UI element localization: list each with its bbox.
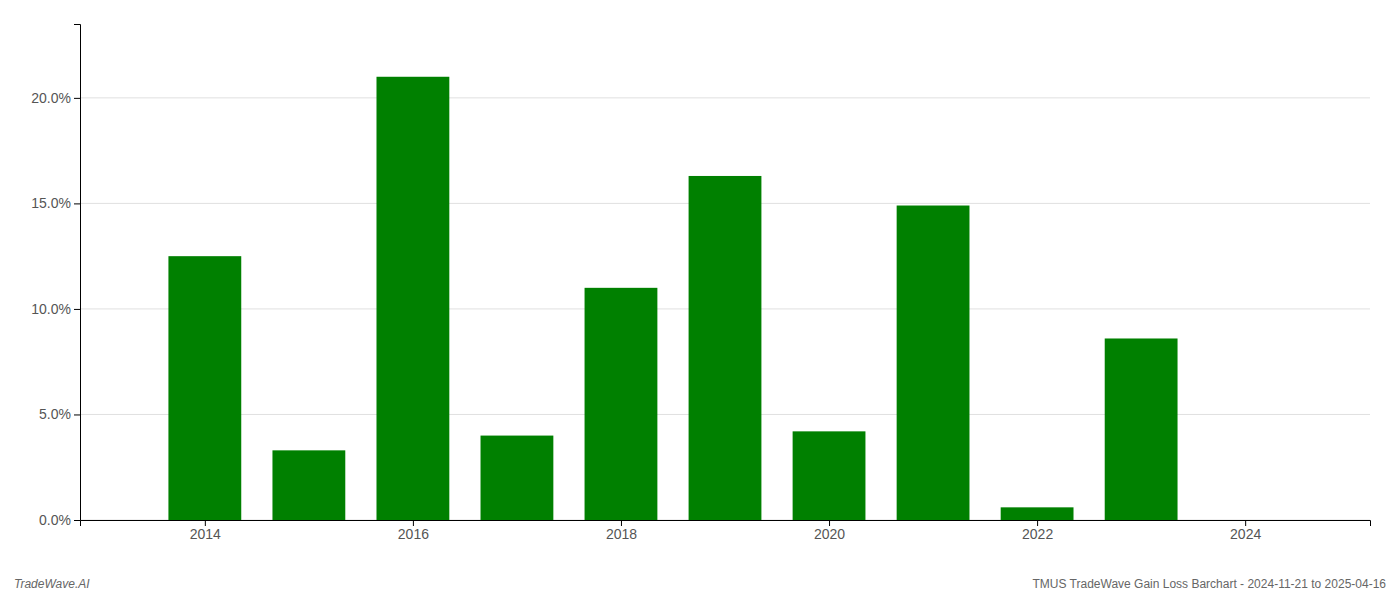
y-tick-label: 10.0% — [31, 301, 71, 317]
bar — [793, 431, 866, 520]
y-tick: 15.0% — [31, 195, 80, 211]
y-tick-mark — [74, 203, 80, 204]
x-tick: 2014 — [190, 520, 221, 542]
bar — [585, 288, 658, 520]
y-tick-mark — [74, 520, 80, 521]
x-tick: 2022 — [1022, 520, 1053, 542]
x-tick: 2024 — [1230, 520, 1261, 542]
x-tick: 2020 — [814, 520, 845, 542]
grid — [80, 98, 1370, 520]
x-tick-label: 2022 — [1022, 526, 1053, 542]
bar — [689, 176, 762, 520]
footer-text: TMUS TradeWave Gain Loss Barchart - 2024… — [1032, 577, 1386, 591]
bars — [168, 77, 1177, 520]
plot: 2014 2016 2018 2020 2022 2024 0.0% 5.0% 10.0% 15.… — [31, 25, 1370, 542]
y-tick-mark — [74, 309, 80, 310]
y-tick-mark — [74, 414, 80, 415]
x-tick-label: 2014 — [190, 526, 221, 542]
y-tick: 20.0% — [31, 90, 80, 106]
y-tick: 10.0% — [31, 301, 80, 317]
y-tick: 5.0% — [39, 406, 80, 422]
grid-line — [80, 97, 1370, 98]
x-tick-label: 2020 — [814, 526, 845, 542]
y-axis-line — [74, 25, 81, 521]
bar — [897, 206, 970, 520]
y-axis: 0.0% 5.0% 10.0% 15.0% 20.0% — [31, 25, 80, 528]
x-tick-label: 2016 — [398, 526, 429, 542]
y-tick: 0.0% — [39, 512, 80, 528]
bar — [272, 450, 345, 520]
y-tick-label: 5.0% — [39, 406, 71, 422]
x-tick: 2016 — [398, 520, 429, 542]
bar — [168, 256, 241, 520]
x-tick-label: 2018 — [606, 526, 637, 542]
x-tick-label: 2024 — [1230, 526, 1261, 542]
x-tick: 2018 — [606, 520, 637, 542]
bar — [481, 436, 554, 520]
bar — [1105, 338, 1178, 520]
bar — [1001, 507, 1074, 520]
y-tick-label: 20.0% — [31, 90, 71, 106]
footer-text: TradeWave.AI — [14, 577, 90, 591]
x-axis: 2014 2016 2018 2020 2022 2024 — [81, 520, 1371, 542]
y-tick-label: 0.0% — [39, 512, 71, 528]
x-axis-line — [81, 521, 1371, 527]
y-tick-label: 15.0% — [31, 195, 71, 211]
y-tick-mark — [74, 98, 80, 99]
bar — [376, 77, 449, 520]
chart: 2014 2016 2018 2020 2022 2024 0.0% 5.0% 10.0% 15.… — [0, 0, 1400, 600]
